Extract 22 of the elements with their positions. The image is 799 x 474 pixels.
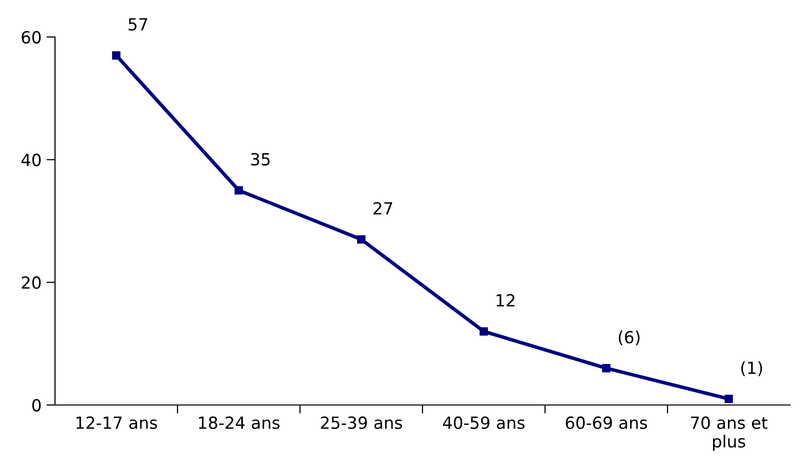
y-tick-label: 40 (21, 154, 41, 166)
y-tick-label: 60 (22, 30, 41, 44)
point (480, 327, 488, 336)
y-tick-label: 0 (32, 398, 41, 412)
x-tick-label: 60-69 ans (566, 416, 648, 430)
data-label: 35 (251, 152, 270, 166)
x-tick-label: 40-59 ans (442, 416, 525, 430)
data-label: 57 (128, 18, 148, 31)
point (234, 186, 243, 194)
data-label: 27 (374, 202, 392, 214)
point (602, 364, 610, 372)
point (112, 51, 120, 60)
data-label: (6) (618, 330, 640, 346)
x-tick-label: 70 ans et plus (691, 416, 768, 451)
data-label: 12 (496, 294, 514, 306)
x-tick-label: 25-39 ans (320, 416, 402, 430)
x-tick-label: 12-17 ans (76, 416, 158, 430)
data-label: (1) (741, 361, 762, 376)
x-tick-label: 18-24 ans (198, 416, 280, 430)
point (357, 235, 366, 244)
point (724, 394, 733, 404)
y-tick-label: 20 (22, 276, 41, 289)
